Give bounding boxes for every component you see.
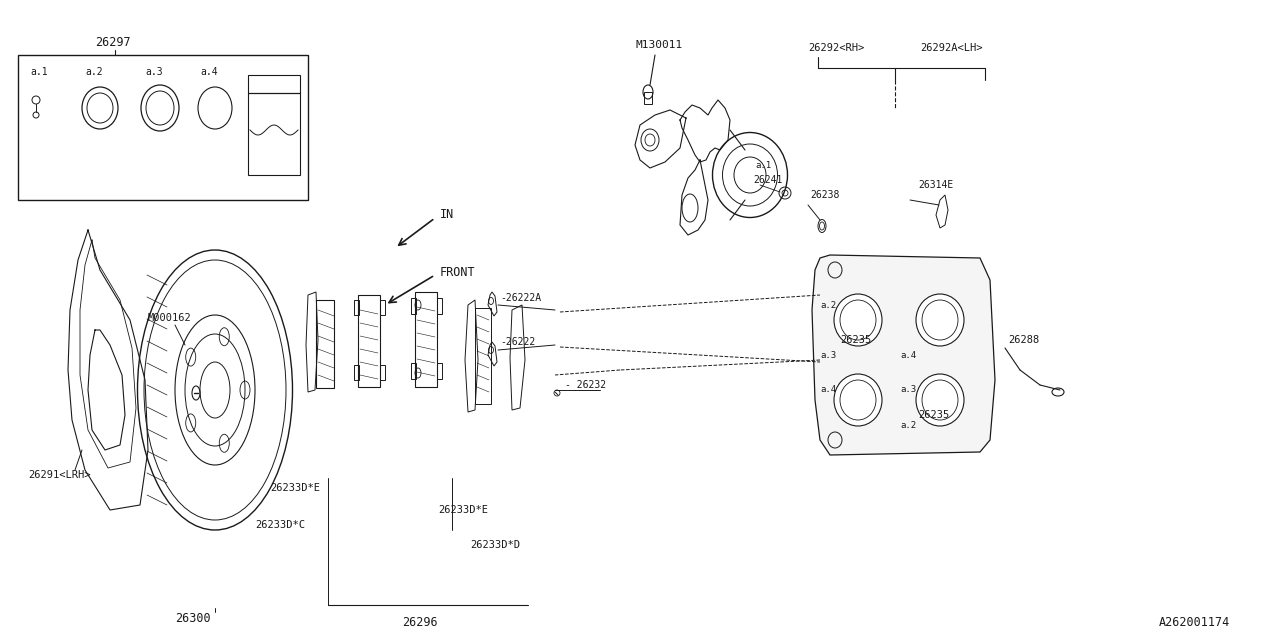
Text: a.1: a.1 [29,67,47,77]
Ellipse shape [835,294,882,346]
Text: a.2: a.2 [84,67,102,77]
Text: 26241: 26241 [753,175,782,185]
Text: 26300: 26300 [175,611,211,625]
Text: 26235: 26235 [918,410,950,420]
Text: a.4: a.4 [200,67,218,77]
Text: 26296: 26296 [402,616,438,628]
Bar [18,55,308,200]
Bar [380,300,385,315]
Text: - 26232: - 26232 [564,380,607,390]
Text: a.4: a.4 [900,351,916,360]
Text: M000162: M000162 [148,313,192,323]
Text: 26233D*C: 26233D*C [255,520,305,530]
Text: 26292A<LH>: 26292A<LH> [920,43,983,53]
Ellipse shape [916,294,964,346]
Ellipse shape [922,380,957,420]
Bar [380,365,385,380]
Bar [475,308,492,404]
Text: 26233D*E: 26233D*E [438,505,488,515]
Text: M130011: M130011 [636,40,684,50]
Text: a.4: a.4 [820,385,836,394]
Bar [644,92,652,104]
Ellipse shape [922,300,957,340]
Polygon shape [812,255,995,455]
Text: FRONT: FRONT [440,266,476,278]
Text: 26238: 26238 [810,190,840,200]
Bar [248,75,300,175]
Ellipse shape [840,380,876,420]
Ellipse shape [840,300,876,340]
Text: 26292<RH>: 26292<RH> [808,43,864,53]
Bar [355,300,358,315]
Bar [436,298,442,314]
Ellipse shape [916,374,964,426]
Text: a.2: a.2 [900,420,916,429]
Text: a.3: a.3 [145,67,163,77]
Text: A262001174: A262001174 [1158,616,1230,628]
Text: a.1: a.1 [755,161,771,170]
Text: -26222A: -26222A [500,293,541,303]
Bar [355,365,358,380]
Text: a.2: a.2 [820,301,836,310]
Text: a.3: a.3 [820,351,836,360]
Text: 26291<LRH>: 26291<LRH> [28,470,91,480]
Bar [411,363,416,379]
Text: 26297: 26297 [95,35,131,49]
Text: 26235: 26235 [840,335,872,345]
Bar [358,295,380,387]
Text: a.3: a.3 [900,385,916,394]
Text: 26233D*D: 26233D*D [470,540,520,550]
Bar [415,292,436,387]
Ellipse shape [835,374,882,426]
Text: 26233D*E: 26233D*E [270,483,320,493]
Text: -26222: -26222 [500,337,535,347]
Text: 26314E: 26314E [918,180,954,190]
Text: IN: IN [440,209,454,221]
Bar [436,363,442,379]
Bar [316,300,334,388]
Text: 26288: 26288 [1009,335,1039,345]
Bar [411,298,416,314]
